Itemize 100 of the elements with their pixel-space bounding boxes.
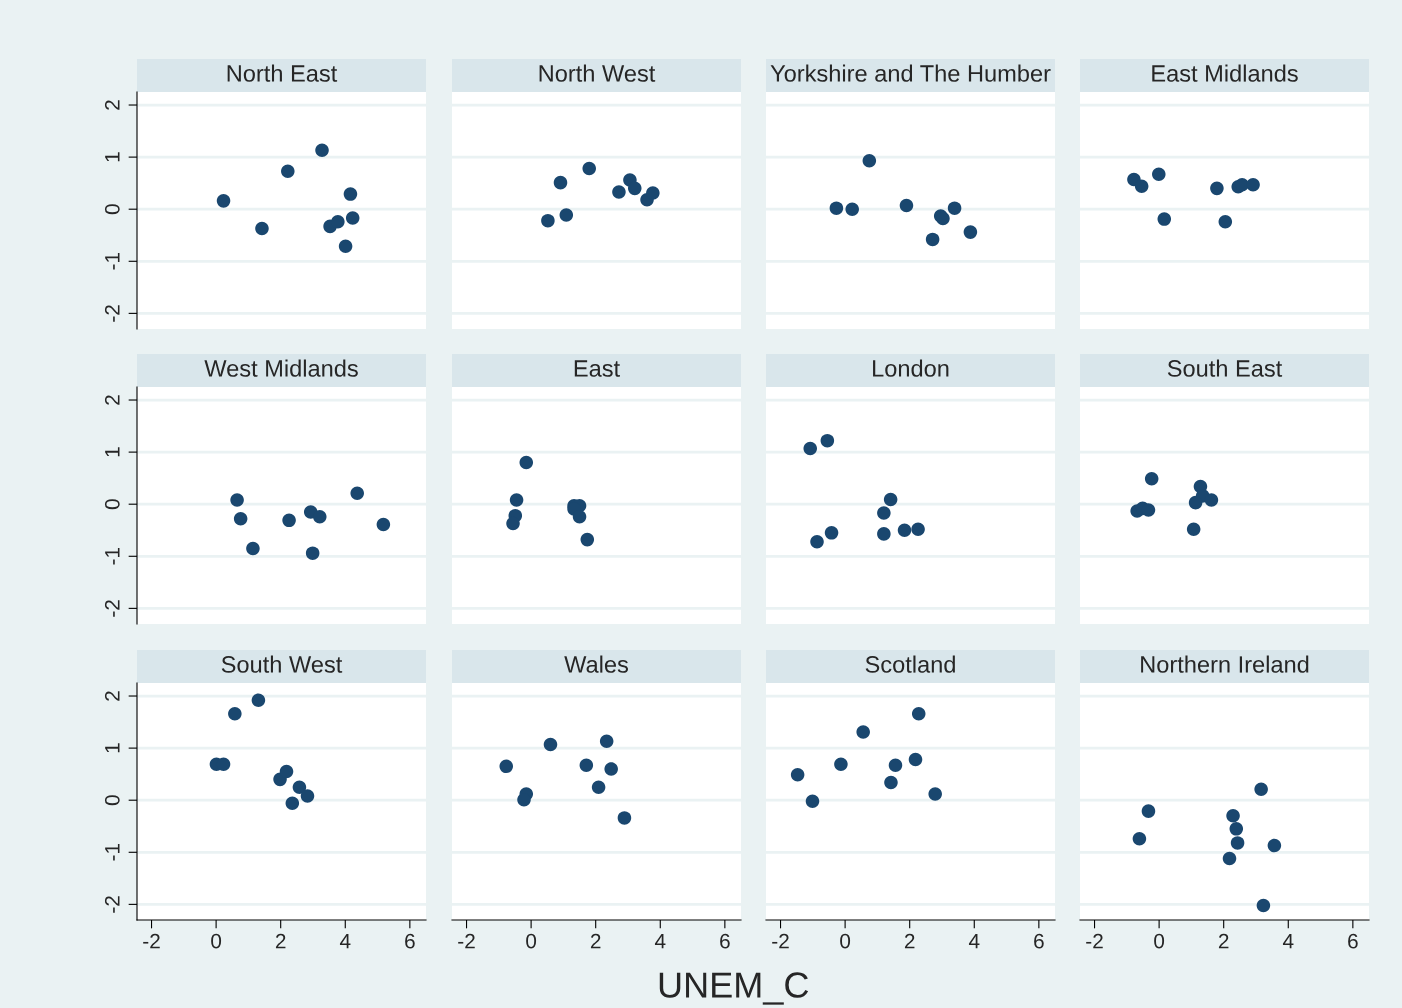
point bbox=[1132, 831, 1147, 846]
point bbox=[506, 516, 520, 531]
y-tick-label: -1 bbox=[105, 253, 120, 270]
x-tick-label: 6 bbox=[1034, 933, 1044, 949]
point bbox=[862, 153, 877, 168]
point bbox=[1144, 471, 1159, 486]
point bbox=[845, 202, 859, 216]
point bbox=[572, 509, 587, 524]
point bbox=[1218, 214, 1233, 229]
x-tick-label: 6 bbox=[405, 933, 415, 949]
chart-title: Northern Ireland bbox=[1141, 655, 1309, 673]
point bbox=[911, 706, 926, 721]
x-tick-label: 0 bbox=[840, 933, 851, 949]
point bbox=[216, 194, 231, 208]
point bbox=[1230, 836, 1245, 850]
x-tick-label: 0 bbox=[211, 933, 222, 949]
chart-title: North East bbox=[227, 64, 338, 82]
point bbox=[856, 725, 870, 739]
point bbox=[947, 201, 962, 215]
x-tick-label: 6 bbox=[720, 933, 730, 949]
point bbox=[628, 181, 642, 196]
point bbox=[604, 762, 618, 776]
point bbox=[928, 787, 942, 801]
point bbox=[1141, 804, 1156, 818]
x-tick-label: -2 bbox=[1086, 933, 1103, 949]
point bbox=[790, 767, 805, 782]
y-tick-label: -2 bbox=[104, 305, 120, 322]
point bbox=[580, 532, 595, 547]
point bbox=[255, 221, 269, 236]
x-axis-title: UNEM_C bbox=[659, 972, 809, 1005]
point bbox=[897, 523, 912, 538]
y-tick-label: -2 bbox=[104, 600, 120, 617]
point bbox=[300, 789, 315, 803]
point bbox=[1152, 167, 1166, 182]
point bbox=[1157, 212, 1172, 226]
y-tick-label: 2 bbox=[104, 100, 120, 110]
y-tick-label: -1 bbox=[105, 548, 120, 565]
point bbox=[228, 706, 242, 721]
point bbox=[1246, 177, 1260, 192]
point bbox=[315, 143, 329, 158]
point bbox=[543, 737, 558, 752]
point bbox=[877, 527, 891, 541]
x-tick-label: 2 bbox=[1218, 933, 1229, 949]
y-tick-label: 1 bbox=[105, 743, 120, 753]
point bbox=[251, 693, 266, 707]
point bbox=[617, 811, 632, 825]
point bbox=[1267, 838, 1282, 853]
chart-title: Wales bbox=[564, 655, 629, 673]
point bbox=[279, 764, 294, 779]
point bbox=[559, 208, 574, 222]
point bbox=[331, 214, 345, 229]
y-tick-label: 1 bbox=[105, 152, 120, 162]
x-tick-label: 0 bbox=[526, 933, 537, 949]
point bbox=[1254, 782, 1268, 797]
point bbox=[313, 509, 327, 524]
point bbox=[1256, 898, 1271, 913]
point bbox=[877, 506, 891, 520]
chart-title: South West bbox=[221, 655, 343, 673]
point bbox=[612, 185, 626, 199]
point bbox=[350, 486, 364, 501]
point bbox=[911, 522, 925, 536]
point bbox=[820, 433, 835, 448]
point bbox=[829, 201, 844, 215]
point bbox=[305, 546, 320, 560]
point bbox=[553, 175, 568, 190]
point bbox=[285, 796, 300, 811]
point bbox=[582, 161, 596, 176]
x-tick-label: 2 bbox=[904, 933, 915, 949]
chart-title: West Midlands bbox=[204, 359, 358, 377]
x-tick-label: 2 bbox=[275, 933, 286, 949]
chart-title: Yorkshire and The Humber bbox=[770, 64, 1051, 82]
x-tick-label: -2 bbox=[143, 933, 160, 949]
x-tick-label: 4 bbox=[339, 933, 351, 949]
point bbox=[343, 187, 358, 201]
point bbox=[345, 211, 360, 225]
x-tick-label: 2 bbox=[590, 933, 601, 949]
point bbox=[824, 526, 839, 540]
point bbox=[519, 455, 534, 470]
point bbox=[888, 758, 903, 773]
y-tick-label: -1 bbox=[105, 844, 120, 861]
point bbox=[834, 757, 848, 772]
point bbox=[908, 752, 923, 767]
chart-title: South East bbox=[1167, 359, 1283, 377]
point bbox=[541, 213, 555, 228]
point bbox=[1188, 495, 1203, 510]
point bbox=[517, 792, 531, 807]
point bbox=[230, 493, 244, 507]
x-tick-label: 4 bbox=[1282, 933, 1294, 949]
point bbox=[1186, 522, 1201, 536]
x-tick-label: 0 bbox=[1154, 933, 1165, 949]
point bbox=[810, 534, 824, 549]
point bbox=[1210, 181, 1224, 196]
y-tick-label: 0 bbox=[104, 499, 120, 510]
point bbox=[233, 512, 248, 526]
y-tick-label: 0 bbox=[104, 795, 120, 806]
point bbox=[803, 441, 818, 456]
point bbox=[499, 759, 514, 774]
chart-title: North West bbox=[539, 64, 656, 82]
point bbox=[292, 780, 307, 794]
point bbox=[1229, 822, 1244, 836]
